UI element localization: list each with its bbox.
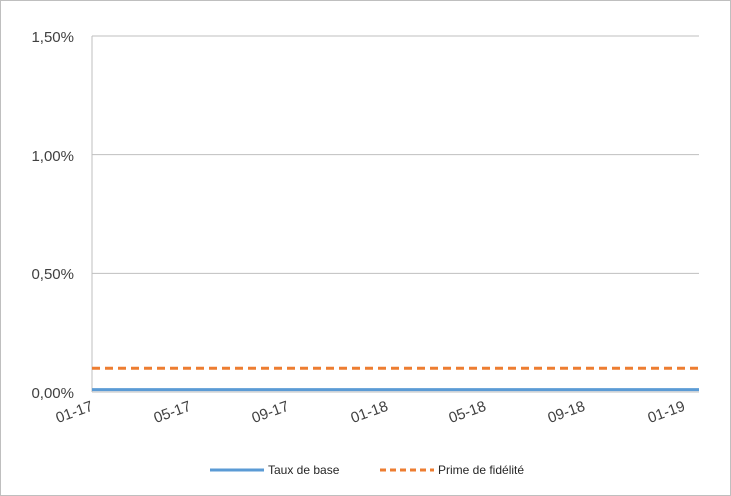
x-tick-label: 09-18 [545, 398, 587, 427]
x-tick-label: 09-17 [249, 398, 291, 427]
gridlines [92, 36, 699, 273]
legend-label-prime-de-fidelite: Prime de fidélité [438, 463, 524, 477]
x-axis: 01-17 05-17 09-17 01-18 05-18 09-18 01-1… [53, 392, 699, 427]
legend-label-taux-de-base: Taux de base [268, 463, 340, 477]
series-layer [92, 368, 699, 389]
x-tick-label: 01-18 [348, 398, 390, 427]
legend: Taux de base Prime de fidélité [210, 463, 524, 477]
x-tick-label: 01-17 [53, 398, 95, 427]
y-tick-label: 0,00% [31, 385, 74, 402]
x-tick-label: 05-17 [151, 398, 193, 427]
y-axis: 1,50% 1,00% 0,50% 0,00% [31, 29, 92, 402]
x-tick-label: 05-18 [446, 398, 488, 427]
y-tick-label: 1,00% [31, 148, 74, 165]
y-tick-label: 1,50% [31, 29, 74, 46]
y-tick-label: 0,50% [31, 266, 74, 283]
x-tick-label: 01-19 [645, 398, 687, 427]
